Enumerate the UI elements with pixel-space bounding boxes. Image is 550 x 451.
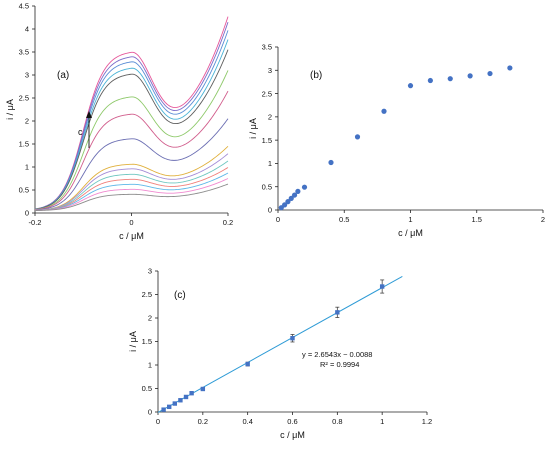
- y-tick-label: 2.5: [262, 89, 272, 98]
- data-point: [295, 188, 301, 194]
- y-tick-label: 2: [25, 117, 29, 126]
- panel-b-calibration-full: 0 0.5 1 1.5 2 0 0.5 1 1.5 2 2.5 3 3.5 c / μM i / μA (b): [248, 43, 545, 238]
- x-tick-label: 0: [156, 417, 160, 426]
- y-tick-label: 2: [148, 314, 152, 323]
- y-tick-label: 0: [148, 408, 152, 417]
- y-tick-label: 0.5: [142, 384, 152, 393]
- y-axis-title: i / μA: [5, 99, 15, 120]
- data-point: [189, 391, 194, 396]
- panel-a-cv-curves: -0.2 0 0.200.511.522.533.544.5c / μMi / μA…: [5, 2, 233, 241]
- x-tick-label: 1: [408, 215, 412, 224]
- cv-curve-8: [34, 118, 229, 211]
- cv-curve-12: [34, 167, 229, 211]
- cv-curve-1: [34, 16, 229, 210]
- x-tick-label: 0.8: [332, 417, 342, 426]
- cv-curve-3: [34, 30, 229, 210]
- x-tick-label: 1: [380, 417, 384, 426]
- y-tick-label: 3: [148, 267, 152, 276]
- data-point: [507, 65, 513, 71]
- x-tick-label: 0.2: [198, 417, 208, 426]
- data-point: [354, 134, 361, 140]
- y-axis-title: i / μA: [248, 118, 258, 139]
- y-tick-label: 0: [25, 209, 29, 218]
- x-tick-label: 0.2: [223, 218, 233, 227]
- cv-curve-5: [34, 49, 229, 210]
- y-tick-label: 4: [25, 25, 29, 34]
- data-point: [381, 108, 387, 114]
- data-point: [301, 184, 308, 190]
- data-point: [288, 195, 294, 201]
- data-point: [379, 284, 385, 289]
- x-tick-label: 0: [276, 215, 280, 224]
- r-squared: R² = 0.9994: [320, 360, 359, 369]
- y-tick-label: 1.5: [142, 337, 152, 346]
- y-tick-label: 0.5: [19, 186, 29, 195]
- y-tick-label: 4.5: [19, 2, 29, 11]
- cv-curve-10: [34, 153, 229, 211]
- arrow-head: [86, 111, 92, 118]
- data-point: [178, 398, 183, 403]
- y-tick-label: 1: [268, 159, 272, 168]
- cv-curve-9: [34, 145, 229, 211]
- fit-line: [157, 275, 403, 413]
- data-point: [290, 336, 295, 341]
- cv-curve-13: [34, 172, 229, 211]
- y-tick-label: 1: [25, 163, 29, 172]
- data-point: [335, 310, 340, 315]
- data-point: [407, 83, 414, 89]
- cv-curve-7: [34, 90, 229, 211]
- cv-curve-6: [34, 70, 229, 210]
- panel-label: (c): [174, 290, 186, 301]
- cv-curve-14: [34, 178, 229, 211]
- data-point: [487, 70, 493, 77]
- x-axis-title: c / μM: [280, 430, 305, 440]
- y-tick-label: 0.5: [262, 182, 272, 191]
- y-tick-label: 3.5: [19, 48, 29, 57]
- y-tick-label: 2.5: [142, 290, 152, 299]
- y-tick-label: 1.5: [262, 136, 272, 145]
- data-point: [447, 76, 453, 82]
- data-point: [183, 394, 189, 400]
- data-point: [467, 73, 473, 79]
- y-tick-label: 0: [268, 206, 272, 215]
- x-tick-label: 0.5: [339, 215, 349, 224]
- data-point: [285, 199, 291, 205]
- data-point: [200, 386, 206, 392]
- x-tick-label: -0.2: [29, 218, 42, 227]
- y-tick-label: 3.5: [262, 43, 272, 52]
- panel-label: (b): [310, 70, 322, 81]
- y-tick-label: 3: [268, 66, 272, 75]
- x-tick-label: 0: [129, 218, 133, 227]
- fit-equation: y = 2.6543x − 0.0088: [302, 350, 372, 359]
- panel-label: (a): [57, 70, 69, 81]
- y-tick-label: 2.5: [19, 94, 29, 103]
- arrow-label: c: [78, 127, 83, 137]
- x-tick-label: 0.6: [287, 417, 297, 426]
- data-point: [172, 401, 178, 406]
- panel-c-linear-fit: 0 0.2 0.4 0.6 0.8 1 1.2 0 0.5 1 1.5 2 2.5 3 c / μM i / …: [128, 267, 432, 440]
- cv-curve-4: [34, 39, 229, 210]
- x-tick-label: 1.5: [472, 215, 482, 224]
- cv-curve-11: [34, 160, 229, 211]
- data-point: [282, 202, 288, 208]
- y-tick-label: 1.5: [19, 140, 29, 149]
- x-tick-label: 1.2: [422, 417, 432, 426]
- y-tick-label: 2: [268, 113, 272, 122]
- cv-curve-15: [34, 183, 229, 211]
- x-axis-title: c / μM: [119, 231, 144, 241]
- y-axis-title: i / μA: [128, 331, 138, 352]
- x-tick-label: 0.4: [242, 417, 252, 426]
- x-tick-label: 2: [541, 215, 545, 224]
- data-point: [427, 77, 433, 84]
- data-point: [167, 404, 172, 410]
- data-point: [245, 361, 250, 367]
- x-axis-title: c / μM: [398, 228, 423, 238]
- data-point: [328, 159, 334, 166]
- data-point: [291, 192, 298, 198]
- data-point: [161, 407, 166, 412]
- y-tick-label: 1: [148, 361, 152, 370]
- y-tick-label: 3: [25, 71, 29, 80]
